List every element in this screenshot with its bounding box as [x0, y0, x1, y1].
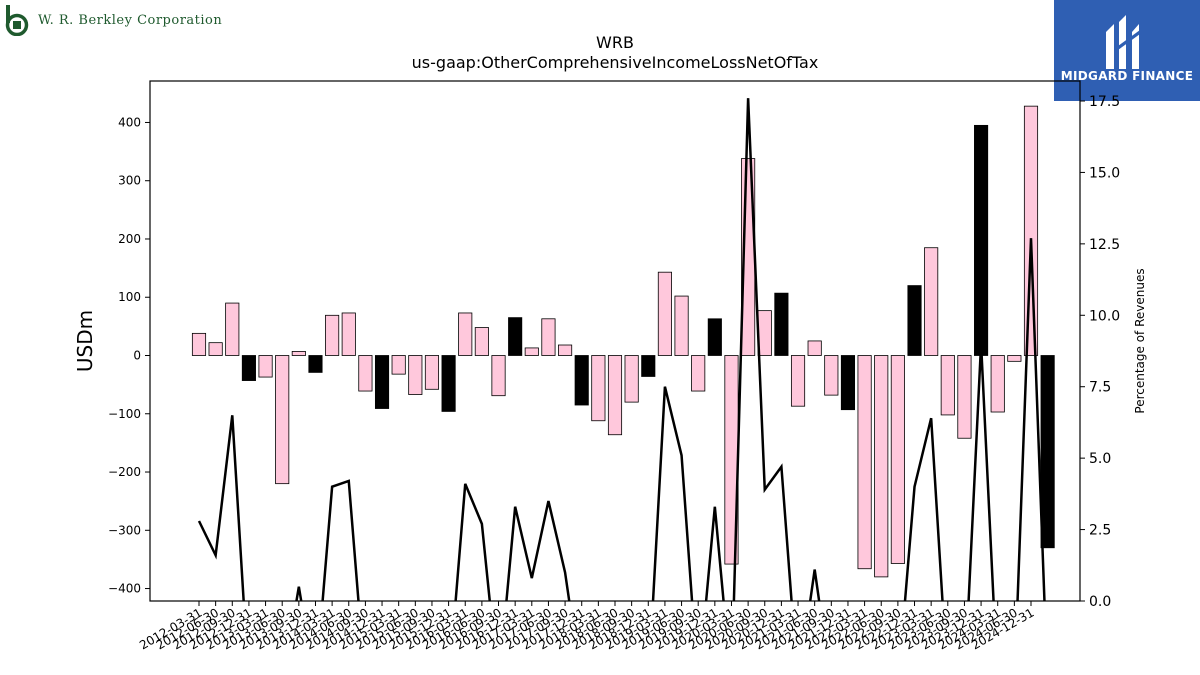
- y2-tick-label: 17.5: [1089, 94, 1120, 110]
- y-axis-label: USDm: [73, 310, 97, 372]
- bar-2013-12-31: [308, 355, 323, 373]
- bar-2015-12-31: [441, 355, 456, 412]
- y-tick-label: 400: [118, 115, 141, 129]
- bar-2016-09-30: [491, 355, 506, 397]
- bar-2018-12-31: [641, 355, 656, 377]
- bar-2023-12-31: [974, 124, 989, 356]
- bar-2019-12-31: [707, 318, 722, 356]
- bar-2012-09-30: [225, 302, 240, 356]
- bar-2022-06-30: [874, 355, 889, 578]
- bar-2018-09-30: [624, 355, 639, 403]
- bar-51: [1040, 355, 1055, 549]
- y2-tick-label: 15.0: [1089, 165, 1120, 181]
- company-logo: W. R. Berkley Corporation: [4, 4, 222, 36]
- bar-2024-03-31: [990, 355, 1005, 413]
- bar-2017-06-30: [541, 318, 556, 356]
- bar-2017-09-30: [558, 344, 573, 356]
- bar-2016-03-31: [458, 312, 473, 356]
- bar-2017-12-31: [574, 355, 589, 406]
- midgard-logo-icon: [1106, 15, 1140, 69]
- y2-tick-label: 7.5: [1089, 380, 1111, 396]
- y2-tick-label: 5.0: [1089, 451, 1111, 467]
- berkley-logo-icon: [5, 5, 29, 36]
- bar-2014-09-30: [358, 355, 373, 392]
- bar-2021-03-31: [790, 355, 806, 407]
- revenue-percentage-line: [197, 98, 1046, 601]
- bar-2015-03-31: [391, 355, 406, 375]
- partner-logo: MIDGARD FINANCE: [1054, 0, 1200, 101]
- bar-2022-09-30: [890, 355, 905, 564]
- bar-2020-12-31: [774, 292, 789, 356]
- bar-2013-09-30: [291, 351, 306, 356]
- bar-2021-09-30: [824, 355, 839, 396]
- bar-2024-06-30: [1007, 355, 1022, 362]
- y-tick-label: −300: [108, 523, 141, 537]
- bar-2012-03-31: [191, 332, 207, 356]
- y2-tick-label: 2.5: [1089, 523, 1111, 539]
- bar-2020-09-30: [757, 310, 772, 356]
- bar-2018-03-31: [591, 355, 606, 422]
- bar-2016-12-31: [508, 317, 523, 356]
- bar-2024-12-31: [1023, 105, 1039, 356]
- bar-2012-12-31: [241, 355, 256, 381]
- bar-2014-06-30: [341, 312, 356, 356]
- chart-title: WRB: [596, 33, 634, 52]
- bar-2019-09-30: [691, 355, 706, 392]
- bar-2023-03-31: [924, 247, 939, 356]
- bar-2022-03-31: [857, 355, 872, 570]
- bar-2015-09-30: [424, 355, 440, 390]
- bar-2014-12-31: [374, 355, 390, 409]
- y-tick-label: −200: [108, 465, 141, 479]
- bar-2021-06-30: [807, 340, 822, 356]
- plot-area: −400 −300 −200 −100 0 100 200 300 400 0.0 2.5 5.0 7.…: [108, 94, 1120, 652]
- bar-2018-06-30: [607, 355, 623, 436]
- bar-2013-03-31: [258, 355, 273, 378]
- plot-frame: [149, 80, 1081, 602]
- bar-2019-03-31: [657, 271, 672, 356]
- bar-2019-06-30: [674, 295, 689, 356]
- y-tick-label: 300: [118, 174, 141, 188]
- bar-2021-12-31: [840, 355, 856, 411]
- company-name: W. R. Berkley Corporation: [38, 12, 223, 28]
- bar-2022-12-31: [907, 285, 922, 356]
- y2-tick-label: 12.5: [1089, 237, 1120, 253]
- bar-2016-06-30: [474, 327, 489, 356]
- bar-2015-06-30: [408, 355, 423, 395]
- y-tick-label: 0: [133, 349, 141, 363]
- bar-2013-06-30: [275, 355, 290, 485]
- y-tick-label: −100: [108, 407, 141, 421]
- bar-2023-09-30: [957, 355, 972, 439]
- bar-2023-06-30: [940, 355, 955, 416]
- y-tick-label: −400: [108, 582, 141, 596]
- y2-tick-label: 10.0: [1089, 308, 1120, 324]
- bar-2014-03-31: [325, 314, 340, 356]
- y-tick-label: 100: [118, 290, 141, 304]
- y2-tick-label: 0.0: [1089, 594, 1111, 610]
- chart-subtitle: us-gaap:OtherComprehensiveIncomeLossNetO…: [412, 53, 819, 72]
- y2-axis-label: Percentage of Revenues: [1133, 268, 1147, 413]
- bar-2012-06-30: [208, 342, 223, 356]
- partner-name: MIDGARD FINANCE: [1060, 69, 1194, 83]
- y-tick-label: 200: [118, 232, 141, 246]
- bar-2017-03-31: [524, 347, 539, 356]
